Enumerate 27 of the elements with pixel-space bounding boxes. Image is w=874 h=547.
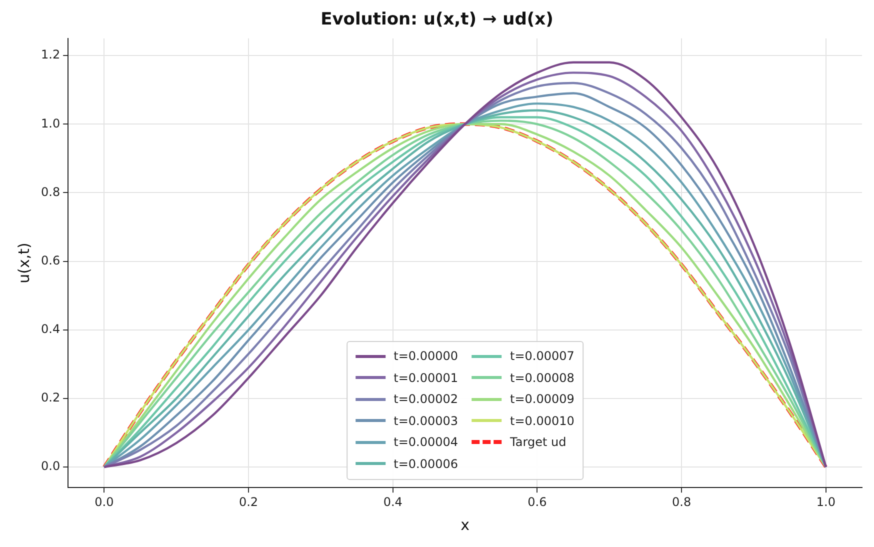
y-tick-label: 0.4 <box>40 322 60 336</box>
legend-label: Target ud <box>510 435 566 450</box>
x-tick-label: 0.2 <box>238 494 258 509</box>
y-tick-label: 1.0 <box>40 116 60 130</box>
y-tick-label: 0.8 <box>40 184 60 199</box>
legend-label: t=0.00002 <box>394 392 458 406</box>
x-tick-label: 0.6 <box>528 494 547 509</box>
chart-title: Evolution: u(x,t) → ud(x) <box>320 10 554 30</box>
legend-label: t=0.00010 <box>510 414 574 428</box>
x-tick-label: 0.4 <box>383 494 402 509</box>
legend-label: t=0.00009 <box>510 392 574 406</box>
y-tick-label: 0.6 <box>40 253 60 268</box>
x-tick-label: 1.0 <box>816 494 836 509</box>
y-tick-label: 0.2 <box>40 390 60 405</box>
legend-label: t=0.00004 <box>394 435 458 450</box>
y-axis-title: u(x,t) <box>14 242 33 284</box>
x-tick-label: 0.8 <box>672 494 692 509</box>
x-axis-title: x <box>460 516 470 534</box>
legend-label: t=0.00008 <box>510 370 574 385</box>
y-tick-label: 1.2 <box>40 48 60 62</box>
legend-label: t=0.00001 <box>394 370 458 385</box>
x-tick-label: 0.0 <box>94 494 114 509</box>
legend-label: t=0.00003 <box>394 414 458 428</box>
legend-label: t=0.00007 <box>510 349 574 364</box>
y-tick-label: 0.0 <box>40 459 60 474</box>
legend-label: t=0.00006 <box>394 456 458 471</box>
legend-label: t=0.00000 <box>394 349 458 364</box>
